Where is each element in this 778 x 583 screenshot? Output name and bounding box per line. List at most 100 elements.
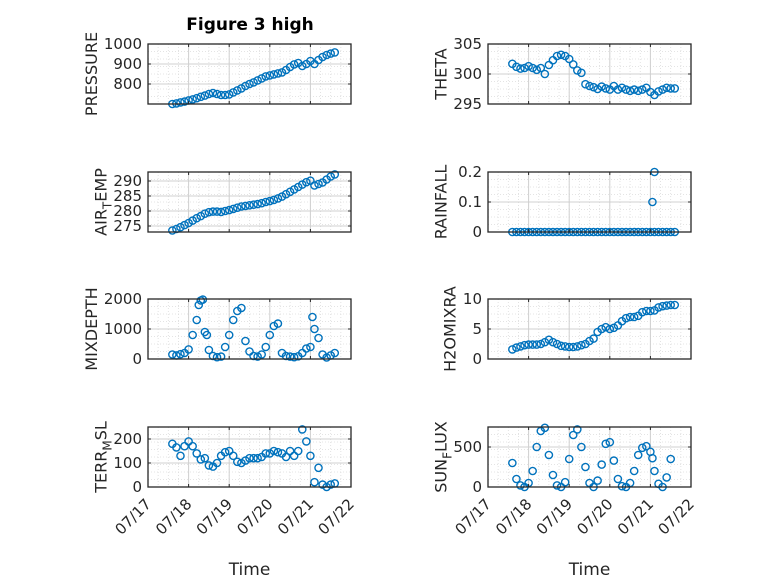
data-point <box>524 61 533 71</box>
subplot-terr-msl: 0 100 200TERRMSL07/1707/1807/1907/2007/210… <box>91 421 357 580</box>
y-axis-label: PRESSURE <box>82 32 101 116</box>
data-point <box>528 340 537 349</box>
data-point <box>212 207 222 216</box>
y-tick-label: 10 <box>463 290 482 308</box>
data-point <box>330 170 340 179</box>
data-point <box>306 451 315 461</box>
x-tick-label: 07/20 <box>233 495 276 538</box>
data-point <box>577 340 586 350</box>
data-point <box>666 84 676 93</box>
data-point <box>601 322 611 332</box>
y-axis-label: SUNFLUX <box>431 421 454 493</box>
data-point <box>625 312 635 322</box>
data-point <box>585 81 594 91</box>
y-tick-label: 0 <box>132 478 142 496</box>
y-tick-label: 300 <box>453 65 482 83</box>
data-point <box>233 86 242 95</box>
data-point <box>662 473 671 482</box>
data-point <box>568 342 578 352</box>
data-point <box>564 454 574 464</box>
data-point <box>310 477 319 487</box>
data-point <box>666 300 676 310</box>
data-point <box>552 481 562 490</box>
data-point <box>577 442 586 452</box>
data-point <box>532 442 542 452</box>
data-point <box>536 339 546 349</box>
data-point <box>670 300 680 310</box>
y-tick-label: 305 <box>453 35 482 53</box>
data-point <box>192 213 202 223</box>
data-point <box>192 449 202 458</box>
y-tick-label: 0 <box>472 478 482 496</box>
data-point <box>257 74 266 83</box>
data-point <box>269 195 279 205</box>
data-point <box>609 456 619 465</box>
data-point <box>520 63 529 73</box>
data-point <box>516 64 525 73</box>
data-point <box>241 336 250 346</box>
data-point <box>224 205 234 215</box>
data-point <box>306 342 315 352</box>
y-tick-label: 0 <box>472 350 482 368</box>
data-point <box>176 451 185 461</box>
data-point <box>253 453 262 463</box>
data-point <box>633 86 643 96</box>
x-tick-label: 07/19 <box>193 495 236 538</box>
data-point <box>204 207 214 217</box>
data-point <box>237 303 246 313</box>
data-point <box>601 439 611 449</box>
data-point <box>228 451 238 461</box>
data-point <box>512 343 521 352</box>
data-point <box>216 352 226 361</box>
y-tick-label: 1000 <box>104 35 142 53</box>
grid <box>147 298 352 360</box>
subplot-rainfall: 0 0.1 0.2 RAINFALL <box>431 163 692 241</box>
axes-frame <box>147 171 352 233</box>
data-point <box>650 466 659 476</box>
data-point <box>666 454 676 464</box>
data-point <box>237 202 246 211</box>
data-point <box>297 425 307 434</box>
data-point <box>581 462 590 472</box>
data-point <box>573 425 582 434</box>
data-point <box>560 477 570 487</box>
data-point <box>642 441 651 451</box>
data-point <box>196 455 206 464</box>
data-point <box>269 70 279 79</box>
axes-frame <box>147 43 352 105</box>
x-axis-label: Time <box>568 560 611 580</box>
x-tick-label: 07/17 <box>452 495 495 538</box>
data-point <box>322 353 331 362</box>
data-point <box>176 98 185 107</box>
data-point <box>176 349 185 359</box>
data-point <box>556 50 566 60</box>
data-point <box>253 76 262 85</box>
data-point <box>281 452 291 462</box>
data-point <box>212 458 222 468</box>
grid <box>487 171 692 233</box>
grid <box>487 427 692 488</box>
data-point <box>564 54 574 64</box>
data-point <box>532 340 542 349</box>
axes-frame <box>487 426 692 488</box>
data-point <box>200 453 210 463</box>
subplot-sun-flux: 0 500SUNFLUX07/1707/1807/1907/2007/2107/2… <box>431 421 697 580</box>
x-tick-label: 07/17 <box>112 495 155 538</box>
data-point <box>265 330 275 340</box>
data-point <box>508 458 517 468</box>
data-point <box>216 207 226 217</box>
data-point <box>212 89 222 99</box>
data-point <box>589 334 598 343</box>
data-point <box>208 207 218 216</box>
data-point <box>330 48 340 57</box>
data-point <box>621 85 631 94</box>
data-point <box>322 50 331 60</box>
data-point <box>302 177 311 187</box>
y-axis-label: TERRMSL <box>91 421 114 494</box>
data-point <box>212 352 222 362</box>
data-point <box>326 172 336 181</box>
